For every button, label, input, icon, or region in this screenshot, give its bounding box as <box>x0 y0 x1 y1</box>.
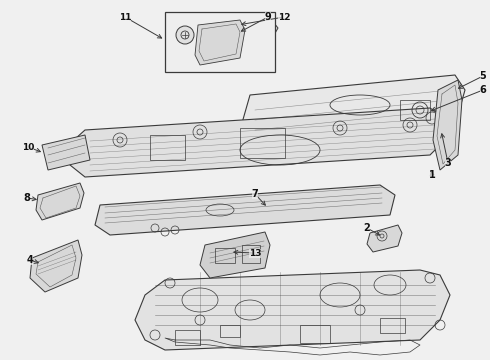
Polygon shape <box>195 20 245 65</box>
Text: 13: 13 <box>249 248 261 257</box>
Polygon shape <box>135 270 450 350</box>
Bar <box>240 128 285 158</box>
Bar <box>220 325 240 337</box>
Text: 1: 1 <box>429 170 436 180</box>
Bar <box>165 12 275 72</box>
Text: 10: 10 <box>22 143 34 152</box>
Bar <box>215 248 235 263</box>
Text: 3: 3 <box>444 158 451 168</box>
Text: 11: 11 <box>119 13 131 22</box>
Polygon shape <box>367 225 402 252</box>
Text: 7: 7 <box>252 189 258 199</box>
Text: 5: 5 <box>480 71 487 81</box>
Text: 12: 12 <box>278 13 290 22</box>
Polygon shape <box>36 183 84 220</box>
Text: 8: 8 <box>24 193 30 203</box>
Bar <box>150 135 185 160</box>
Bar <box>300 325 330 343</box>
Polygon shape <box>42 135 90 170</box>
Bar <box>400 100 430 120</box>
Polygon shape <box>30 240 82 292</box>
Polygon shape <box>95 185 395 235</box>
Polygon shape <box>207 18 278 50</box>
Bar <box>175 330 200 345</box>
Text: 6: 6 <box>480 85 487 95</box>
Text: 2: 2 <box>364 223 370 233</box>
Polygon shape <box>65 108 450 177</box>
Polygon shape <box>240 75 465 145</box>
Polygon shape <box>433 80 462 170</box>
Circle shape <box>176 26 194 44</box>
Circle shape <box>238 28 242 32</box>
Text: 4: 4 <box>26 255 33 265</box>
Polygon shape <box>200 232 270 278</box>
Text: 9: 9 <box>265 12 271 22</box>
Bar <box>242 245 260 263</box>
Bar <box>380 318 405 333</box>
